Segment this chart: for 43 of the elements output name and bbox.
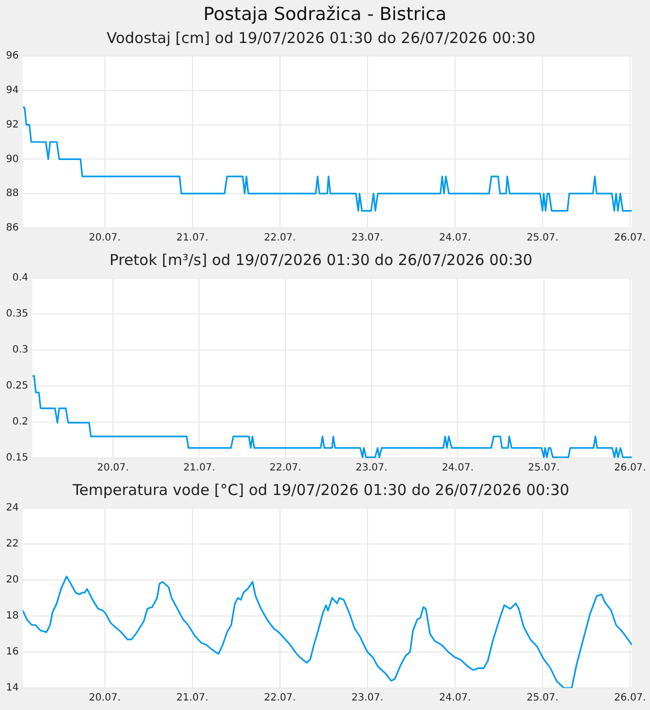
chart-title: Pretok [m³/s] od 19/07/2026 01:30 do 26/07/2026 00:30 (110, 250, 532, 269)
y-tick-label: 92 (6, 119, 19, 130)
y-tick-label: 88 (6, 188, 19, 200)
y-tick-label: 16 (6, 646, 19, 658)
chart-subtitle: Vodostaj [cm] od 19/07/2026 01:30 do 26/07/2026 00:30 (106, 28, 536, 47)
y-tick-label: 22 (6, 538, 19, 550)
y-tick-label: 18 (6, 610, 19, 622)
x-tick-label: 24.07. (439, 232, 471, 244)
x-tick-label: 24.07. (442, 462, 474, 474)
chart-title: Temperatura vode [°C] od 19/07/2026 01:30 do 26/07/2026 00:30 (72, 480, 570, 499)
y-tick-label: 0.4 (12, 272, 28, 284)
y-tick-label: 20 (6, 574, 19, 586)
y-tick-label: 96 (6, 50, 19, 62)
y-tick-label: 14 (6, 682, 19, 694)
x-tick-label: 26.07. (614, 462, 646, 474)
x-tick-label: 25.07. (526, 232, 558, 244)
y-tick-label: 0.25 (6, 380, 28, 392)
x-tick-label: 25.07. (526, 692, 558, 704)
x-tick-label: 26.07. (614, 232, 646, 244)
x-tick-label: 21.07. (176, 232, 208, 244)
y-tick-label: 24 (6, 502, 19, 514)
y-tick-label: 94 (6, 84, 19, 96)
x-tick-label: 26.07. (614, 692, 646, 704)
x-tick-label: 20.07. (88, 232, 121, 244)
chart-title: Postaja Sodražica - Bistrica (202, 3, 448, 27)
y-tick-label: 0.35 (6, 308, 28, 320)
x-tick-label: 22.07. (264, 692, 296, 704)
x-tick-label: 22.07. (269, 462, 302, 474)
x-tick-label: 22.07. (264, 232, 296, 244)
y-tick-label: 0.2 (12, 416, 28, 428)
x-tick-label: 23.07. (352, 232, 384, 244)
x-tick-label: 23.07. (352, 692, 384, 704)
x-tick-label: 23.07. (356, 462, 388, 474)
x-tick-label: 21.07. (183, 462, 216, 474)
x-tick-label: 20.07. (88, 692, 121, 704)
y-tick-label: 86 (6, 222, 19, 234)
y-tick-label: 0.15 (6, 452, 28, 464)
x-tick-label: 25.07. (528, 462, 560, 474)
x-tick-label: 24.07. (439, 692, 471, 704)
x-tick-label: 20.07. (97, 462, 129, 474)
x-tick-label: 21.07. (176, 692, 208, 704)
y-tick-label: 0.3 (12, 344, 28, 356)
y-tick-label: 90 (6, 154, 19, 165)
